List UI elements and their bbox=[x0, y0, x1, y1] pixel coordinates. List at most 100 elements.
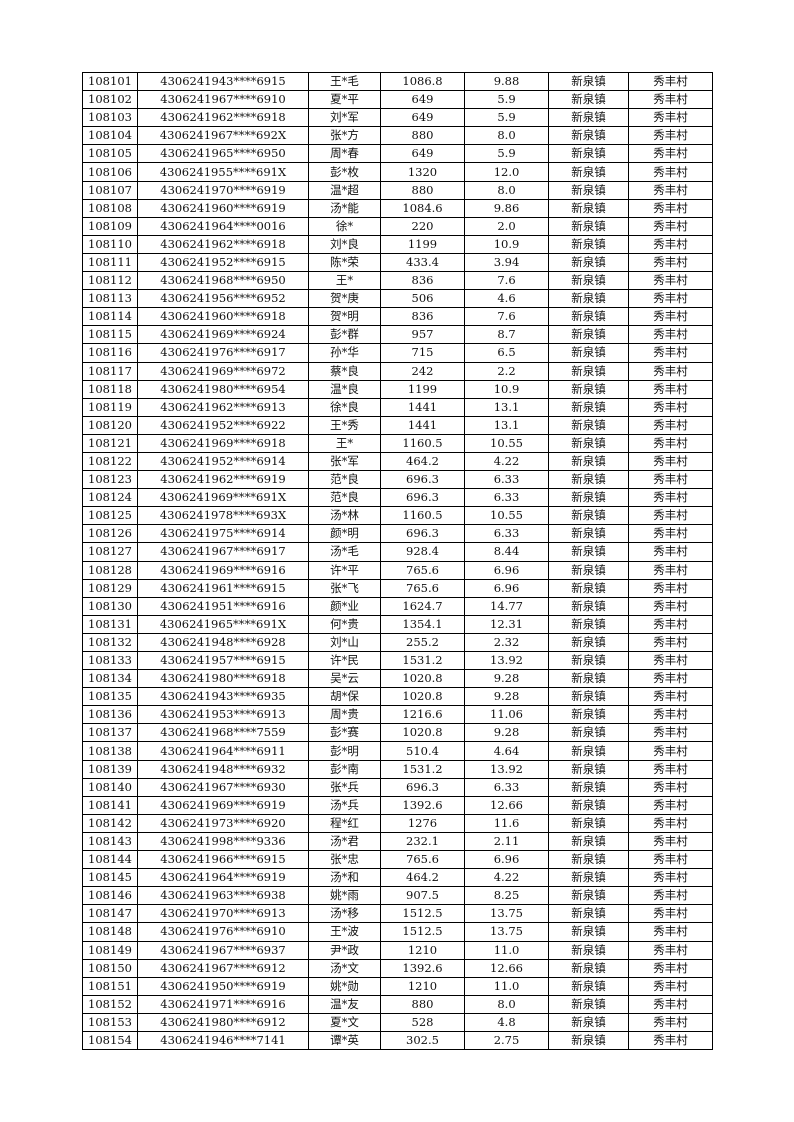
cell-rate: 2.11 bbox=[464, 831, 549, 852]
cell-amount: 1210 bbox=[380, 976, 465, 996]
cell-town: 新泉镇 bbox=[548, 669, 629, 689]
cell-id-card: 4306241963****6938 bbox=[137, 886, 309, 906]
cell-rate: 10.55 bbox=[464, 433, 549, 453]
table-row: 108148 4306241976****6910 王*波 1512.5 13.75 新泉… bbox=[82, 922, 713, 942]
cell-town: 新泉镇 bbox=[548, 379, 629, 399]
cell-rate: 7.6 bbox=[464, 307, 549, 327]
cell-rate: 4.22 bbox=[464, 868, 549, 888]
cell-village: 秀丰村 bbox=[628, 741, 713, 761]
cell-name: 汤*兵 bbox=[308, 795, 381, 815]
cell-id: 108143 bbox=[82, 831, 138, 852]
table-row: 108124 4306241969****691X 范*良 696.3 6.33 新泉镇秀… bbox=[82, 488, 713, 508]
table-row: 108137 4306241968****7559 彭*赛 1020.8 9.28 新泉镇… bbox=[82, 723, 713, 743]
cell-id: 108144 bbox=[82, 850, 138, 870]
cell-id-card: 4306241967****6912 bbox=[137, 958, 309, 978]
cell-id-card: 4306241969****6972 bbox=[137, 361, 309, 381]
cell-town: 新泉镇 bbox=[548, 144, 629, 164]
cell-id: 108102 bbox=[82, 90, 138, 110]
cell-id: 108124 bbox=[82, 488, 138, 508]
cell-id: 108114 bbox=[82, 307, 138, 327]
table-row: 108112 4306241968****6950 王* 836 7.6 新泉镇 秀丰村 bbox=[82, 271, 713, 291]
cell-name: 汤*君 bbox=[308, 831, 381, 852]
cell-rate: 13.1 bbox=[464, 415, 549, 435]
cell-name: 刘*良 bbox=[308, 234, 381, 254]
cell-id: 108141 bbox=[82, 795, 138, 815]
cell-village: 秀丰村 bbox=[628, 669, 713, 689]
cell-rate: 3.94 bbox=[464, 252, 549, 273]
cell-name: 张*方 bbox=[308, 126, 381, 146]
cell-id-card: 4306241962****6913 bbox=[137, 397, 309, 417]
cell-amount: 464.2 bbox=[380, 451, 465, 472]
cell-id: 108112 bbox=[82, 271, 138, 291]
cell-amount: 696.3 bbox=[380, 524, 465, 544]
cell-amount: 696.3 bbox=[380, 470, 465, 490]
cell-town: 新泉镇 bbox=[548, 813, 629, 833]
cell-id: 108145 bbox=[82, 868, 138, 888]
cell-village: 秀丰村 bbox=[628, 650, 713, 671]
cell-name: 温*良 bbox=[308, 379, 381, 399]
cell-village: 秀丰村 bbox=[628, 723, 713, 743]
cell-amount: 1276 bbox=[380, 813, 465, 833]
cell-village: 秀丰村 bbox=[628, 759, 713, 779]
cell-id-card: 4306241967****692X bbox=[137, 126, 309, 146]
cell-name: 姚*雨 bbox=[308, 886, 381, 906]
cell-village: 秀丰村 bbox=[628, 922, 713, 942]
cell-rate: 8.44 bbox=[464, 542, 549, 562]
cell-village: 秀丰村 bbox=[628, 1012, 713, 1032]
cell-name: 夏*平 bbox=[308, 90, 381, 110]
cell-village: 秀丰村 bbox=[628, 831, 713, 852]
cell-amount: 649 bbox=[380, 108, 465, 128]
cell-village: 秀丰村 bbox=[628, 216, 713, 236]
cell-town: 新泉镇 bbox=[548, 831, 629, 852]
cell-town: 新泉镇 bbox=[548, 922, 629, 942]
cell-town: 新泉镇 bbox=[548, 126, 629, 146]
cell-id: 108128 bbox=[82, 560, 138, 580]
table-row: 108151 4306241950****6919 姚*勋 1210 11.0 新泉镇 秀丰… bbox=[82, 976, 713, 996]
cell-village: 秀丰村 bbox=[628, 488, 713, 508]
cell-village: 秀丰村 bbox=[628, 524, 713, 544]
table-row: 108149 4306241967****6937 尹*政 1210 11.0 新泉镇 秀丰… bbox=[82, 940, 713, 960]
cell-amount: 649 bbox=[380, 144, 465, 164]
cell-rate: 7.6 bbox=[464, 271, 549, 291]
cell-name: 彭*赛 bbox=[308, 723, 381, 743]
cell-id: 108149 bbox=[82, 940, 138, 960]
cell-id: 108103 bbox=[82, 108, 138, 128]
cell-id: 108153 bbox=[82, 1012, 138, 1032]
table-row: 108128 4306241969****6916 许*平 765.6 6.96 新泉镇秀… bbox=[82, 560, 713, 580]
cell-name: 汤*毛 bbox=[308, 542, 381, 562]
cell-name: 蔡*良 bbox=[308, 361, 381, 381]
table-row: 108140 4306241967****6930 张*兵 696.3 6.33 新泉镇秀… bbox=[82, 777, 713, 797]
cell-rate: 9.28 bbox=[464, 669, 549, 689]
cell-village: 秀丰村 bbox=[628, 850, 713, 870]
table-row: 108152 4306241971****6916 温*友 880 8.0 新泉镇 秀丰村 bbox=[82, 994, 713, 1014]
table-row: 108104 4306241967****692X 张*方 880 8.0 新泉镇 秀丰村 bbox=[82, 126, 713, 146]
cell-amount: 1086.8 bbox=[380, 71, 465, 92]
cell-id: 108107 bbox=[82, 180, 138, 200]
table-row: 108115 4306241969****6924 彭*群 957 8.7 新泉镇 秀丰村 bbox=[82, 325, 713, 345]
cell-name: 汤*移 bbox=[308, 904, 381, 924]
table-row: 108147 4306241970****6913 汤*移 1512.5 13.75 新泉… bbox=[82, 904, 713, 924]
cell-village: 秀丰村 bbox=[628, 777, 713, 797]
table-row: 108143 4306241998****9336 汤*君 232.1 2.11 新泉镇秀… bbox=[82, 831, 713, 852]
cell-amount: 1216.6 bbox=[380, 705, 465, 725]
table-row: 108130 4306241951****6916 颜*业 1624.7 14.77 新泉… bbox=[82, 596, 713, 616]
cell-name: 姚*勋 bbox=[308, 976, 381, 996]
cell-id: 108104 bbox=[82, 126, 138, 146]
table-row: 108105 4306241965****6950 周*春 649 5.9 新泉镇 秀丰村 bbox=[82, 144, 713, 164]
cell-rate: 6.33 bbox=[464, 777, 549, 797]
cell-id-card: 4306241968****7559 bbox=[137, 723, 309, 743]
table-row: 108133 4306241957****6915 许*民 1531.2 13.92 新泉… bbox=[82, 650, 713, 671]
cell-name: 彭*南 bbox=[308, 759, 381, 779]
cell-town: 新泉镇 bbox=[548, 325, 629, 345]
cell-village: 秀丰村 bbox=[628, 234, 713, 254]
cell-amount: 464.2 bbox=[380, 868, 465, 888]
cell-amount: 1512.5 bbox=[380, 904, 465, 924]
table-row: 108109 4306241964****0016 徐* 220 2.0 新泉镇 秀丰村 bbox=[82, 216, 713, 236]
cell-amount: 957 bbox=[380, 325, 465, 345]
cell-village: 秀丰村 bbox=[628, 71, 713, 92]
cell-id-card: 4306241967****6937 bbox=[137, 940, 309, 960]
cell-name: 范*良 bbox=[308, 488, 381, 508]
cell-rate: 4.64 bbox=[464, 741, 549, 761]
cell-rate: 8.0 bbox=[464, 994, 549, 1014]
cell-town: 新泉镇 bbox=[548, 307, 629, 327]
